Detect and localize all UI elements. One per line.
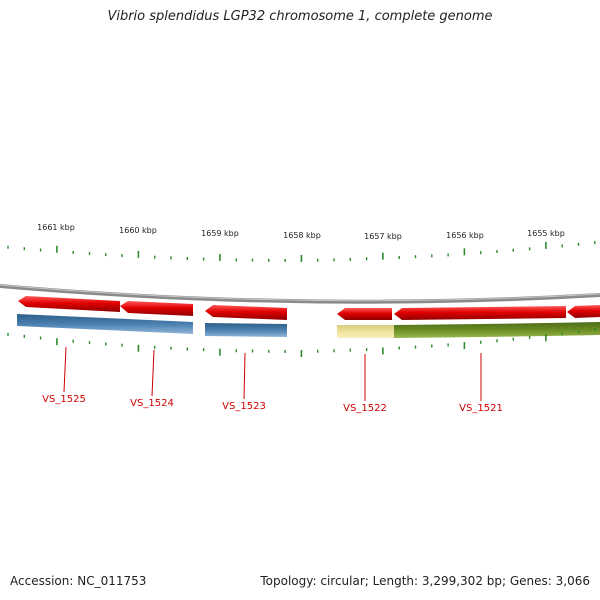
gene-label[interactable]: VS_1524 (130, 398, 174, 409)
ruler-labels: 1661 kbp 1660 kbp 1659 kbp 1658 kbp 1657… (37, 223, 565, 241)
cds-arrow[interactable] (205, 305, 287, 320)
gene-label[interactable]: VS_1522 (343, 403, 387, 414)
chromosome-backbone (0, 284, 600, 304)
kbp-label: 1655 kbp (527, 229, 565, 238)
gene-label[interactable]: VS_1523 (222, 401, 266, 412)
leader-lines (63, 346, 482, 401)
kbp-label: 1658 kbp (283, 231, 321, 240)
cds-arrow[interactable] (120, 301, 193, 316)
kbp-label: 1661 kbp (37, 223, 75, 232)
cds-track (18, 296, 600, 320)
cds-arrow[interactable] (394, 306, 566, 320)
kbp-label: 1656 kbp (446, 231, 484, 240)
gene-labels: VS_1525 VS_1524 VS_1523 VS_1522 VS_1521 (42, 394, 503, 414)
gene-bar[interactable] (394, 322, 600, 338)
genome-summary-text: Topology: circular; Length: 3,299,302 bp… (260, 574, 590, 588)
gene-track (17, 314, 600, 338)
gene-label[interactable]: VS_1521 (459, 403, 503, 414)
accession-text: Accession: NC_011753 (10, 574, 147, 588)
gene-bar[interactable] (337, 325, 394, 338)
gene-label[interactable]: VS_1525 (42, 394, 86, 405)
cds-arrow[interactable] (18, 296, 120, 312)
gene-bar[interactable] (17, 314, 193, 334)
kbp-label: 1657 kbp (364, 232, 402, 241)
ruler-ticks (7, 241, 596, 262)
cds-arrow[interactable] (567, 305, 600, 318)
kbp-label: 1660 kbp (119, 226, 157, 235)
inner-ticks (7, 328, 596, 357)
kbp-label: 1659 kbp (201, 229, 239, 238)
map-title: Vibrio splendidus LGP32 chromosome 1, co… (107, 9, 493, 24)
cds-arrow[interactable] (337, 308, 392, 320)
gene-bar[interactable] (205, 323, 287, 337)
